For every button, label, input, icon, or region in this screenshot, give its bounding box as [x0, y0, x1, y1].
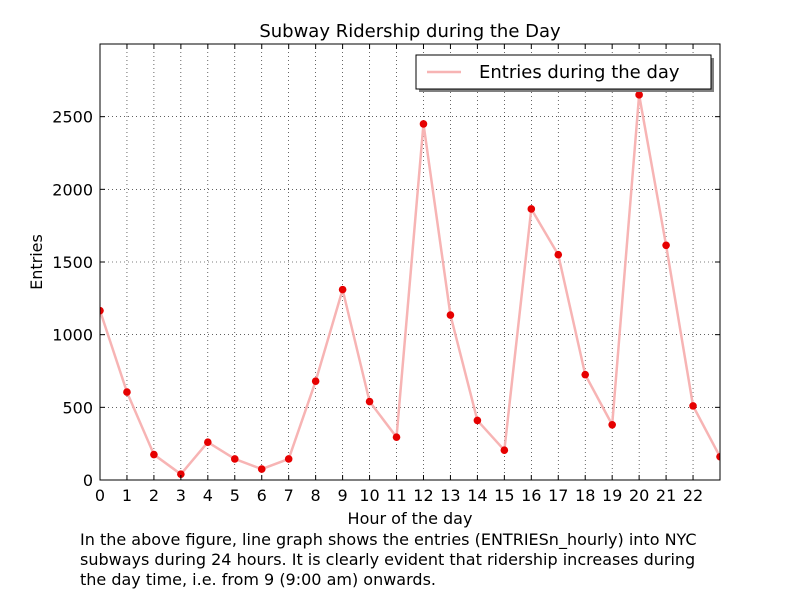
y-tick-label: 500: [62, 398, 93, 417]
data-point: [581, 370, 590, 379]
x-tick-label: 13: [440, 486, 460, 505]
x-tick-label: 11: [386, 486, 406, 505]
data-point: [689, 402, 697, 410]
x-tick-label: 6: [257, 486, 267, 505]
x-tick-label: 7: [284, 486, 294, 505]
x-tick-label: 21: [656, 486, 676, 505]
data-point: [177, 470, 185, 478]
data-point: [123, 388, 131, 396]
data-point: [257, 465, 266, 473]
data-point: [500, 446, 509, 455]
x-tick-label: 16: [521, 486, 541, 505]
chart-title: Subway Ridership during the Day: [259, 21, 561, 42]
axis-ticks: 0 1 2 3 4 5 6 7 8 9 10 11 12 13 14 15 16 17 18 19 20 21 220500…: [52, 44, 720, 505]
x-tick-label: 18: [575, 486, 595, 505]
y-tick-label: 1000: [52, 326, 93, 345]
legend-box: [415, 54, 712, 90]
data-point: [392, 433, 401, 441]
data-point: [150, 450, 158, 459]
data-point: [527, 205, 536, 213]
x-tick-label: 19: [602, 486, 622, 505]
x-tick-label: 20: [629, 486, 649, 505]
series-layer: [100, 91, 720, 478]
data-point: [365, 397, 374, 406]
x-tick-label: 2: [149, 486, 159, 505]
x-tick-label: 4: [203, 486, 213, 505]
y-tick-label: 0: [83, 471, 93, 490]
legend-label: Entries during the day: [479, 62, 680, 83]
y-tick-label: 2000: [52, 180, 93, 199]
data-point: [716, 452, 720, 461]
data-point: [662, 241, 670, 250]
data-point: [100, 306, 104, 315]
data-point: [230, 455, 239, 463]
data-point: [338, 285, 347, 294]
x-tick-label: 5: [230, 486, 240, 505]
grid-lines: [99, 44, 720, 481]
x-tick-label: 10: [359, 486, 379, 505]
x-tick-label: 12: [413, 486, 433, 505]
x-tick-label: 1: [122, 486, 132, 505]
data-point: [446, 311, 455, 319]
caption-line: the day time, i.e. from 9 (9:00 am) onwa…: [80, 570, 436, 589]
data-point: [419, 120, 428, 128]
x-axis-label: Hour of the day: [348, 509, 473, 528]
data-point: [284, 455, 293, 463]
x-tick-label: 15: [494, 486, 514, 505]
x-tick-label: 3: [176, 486, 186, 505]
data-point: [608, 420, 616, 429]
data-point: [554, 250, 563, 259]
series-line: [100, 93, 720, 476]
y-tick-label: 2500: [52, 108, 93, 127]
figure-caption: In the above figure, line graph shows th…: [80, 530, 780, 590]
data-point: [311, 377, 320, 385]
legend: Entries during the day: [415, 54, 714, 92]
y-tick-label: 1500: [52, 253, 93, 272]
data-point: [204, 438, 212, 447]
x-tick-label: 9: [338, 486, 348, 505]
data-point: [473, 416, 482, 425]
x-tick-label: 14: [467, 486, 487, 505]
caption-line: In the above figure, line graph shows th…: [80, 530, 697, 549]
data-point: [635, 91, 643, 99]
x-tick-label: 17: [548, 486, 568, 505]
x-tick-label: 22: [683, 486, 703, 505]
x-tick-label: 0: [95, 486, 105, 505]
y-axis-label: Entries: [27, 234, 46, 290]
x-tick-label: 8: [311, 486, 321, 505]
caption-line: subways during 24 hours. It is clearly e…: [80, 550, 696, 569]
